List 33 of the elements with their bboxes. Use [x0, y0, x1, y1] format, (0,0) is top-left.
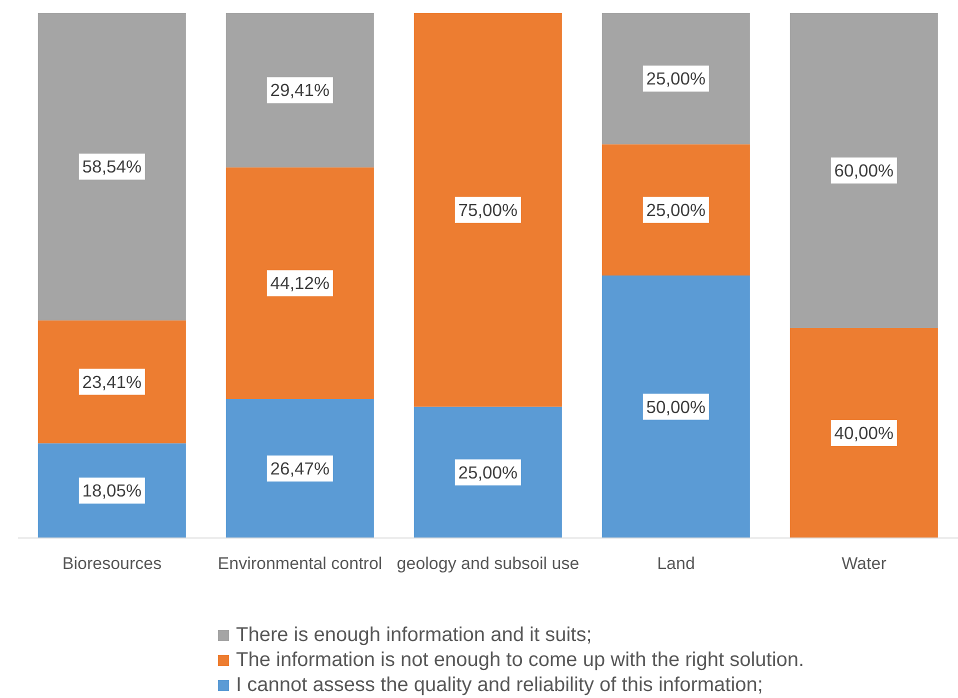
data-label: 40,00%: [834, 423, 894, 443]
data-label: 60,00%: [834, 160, 894, 180]
data-label: 29,41%: [270, 80, 330, 100]
data-label: 25,00%: [646, 68, 706, 89]
x-tick-label: geology and subsoil use: [396, 554, 580, 574]
data-label: 18,05%: [82, 480, 142, 501]
data-label: 25,00%: [458, 462, 518, 482]
bar: [602, 13, 750, 144]
data-label: 58,54%: [82, 156, 142, 177]
bar: [226, 399, 374, 538]
data-label: 50,00%: [646, 396, 706, 417]
data-label: 23,41%: [82, 372, 142, 392]
bar: [226, 167, 374, 400]
x-tick-label: Land: [657, 554, 695, 574]
bar: [414, 13, 562, 407]
bar: [226, 13, 374, 168]
bar: [602, 144, 750, 276]
legend-label: I cannot assess the quality and reliability of this information;: [236, 673, 763, 698]
bar: [790, 328, 938, 538]
x-tick-label: Water: [842, 554, 887, 574]
data-label: 25,00%: [646, 200, 706, 220]
data-label: 75,00%: [458, 200, 518, 220]
x-tick-label: Bioresources: [62, 554, 162, 574]
data-label: 26,47%: [270, 458, 330, 479]
legend-label: There is enough information and it suits;: [236, 623, 592, 648]
bar: [414, 406, 562, 538]
data-label: 44,12%: [270, 273, 330, 294]
legend-label: The information is not enough to come up with the right solution.: [236, 648, 804, 673]
bar: [790, 13, 938, 328]
bar: [38, 320, 186, 444]
bar: [38, 13, 186, 320]
bar: [602, 276, 750, 538]
x-tick-label: Environmental control: [218, 554, 382, 574]
